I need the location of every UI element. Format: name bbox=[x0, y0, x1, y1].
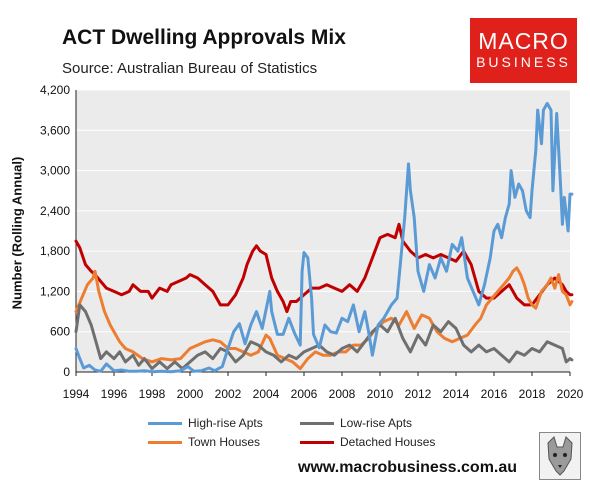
y-tick-label: 1,800 bbox=[40, 244, 70, 258]
x-tick-label: 2016 bbox=[481, 387, 508, 401]
legend-label-high-rise: High-rise Apts bbox=[188, 416, 263, 430]
x-tick-label: 2000 bbox=[177, 387, 204, 401]
x-tick-label: 2008 bbox=[329, 387, 356, 401]
x-tick-label: 2012 bbox=[405, 387, 432, 401]
chart-title: ACT Dwelling Approvals Mix bbox=[62, 26, 346, 49]
y-tick-label: 4,200 bbox=[40, 83, 70, 97]
x-tick-label: 1994 bbox=[63, 387, 90, 401]
y-tick-label: 1,200 bbox=[40, 284, 70, 298]
legend-item-town-houses: Town Houses bbox=[148, 435, 260, 449]
chart-subtitle: Source: Australian Bureau of Statistics bbox=[62, 60, 318, 77]
x-tick-label: 2006 bbox=[291, 387, 318, 401]
x-tick-label: 2010 bbox=[367, 387, 394, 401]
x-tick-label: 1996 bbox=[101, 387, 128, 401]
wolf-logo-icon bbox=[539, 432, 581, 480]
x-tick-label: 2002 bbox=[215, 387, 242, 401]
macrobusiness-logo: MACRO BUSINESS bbox=[470, 18, 577, 83]
legend-item-detached: Detached Houses bbox=[300, 435, 435, 449]
legend-item-high-rise: High-rise Apts bbox=[148, 416, 263, 430]
logo-line-2: BUSINESS bbox=[476, 54, 571, 70]
y-tick-label: 0 bbox=[63, 365, 70, 379]
x-tick-label: 2004 bbox=[253, 387, 280, 401]
legend-label-detached: Detached Houses bbox=[340, 435, 436, 449]
y-tick-label: 3,600 bbox=[40, 123, 70, 137]
plot-area bbox=[76, 90, 570, 372]
logo-line-1: MACRO bbox=[478, 28, 569, 54]
series-line-detached bbox=[74, 222, 574, 314]
y-tick-label: 600 bbox=[50, 325, 70, 339]
website-url: www.macrobusiness.com.au bbox=[298, 459, 518, 476]
y-tick-label: 2,400 bbox=[40, 204, 70, 218]
legend-swatch-high-rise bbox=[148, 422, 182, 426]
legend-swatch-low-rise bbox=[300, 422, 334, 426]
legend-swatch-detached bbox=[300, 441, 334, 445]
legend-label-town-houses: Town Houses bbox=[188, 435, 261, 449]
legend-label-low-rise: Low-rise Apts bbox=[340, 416, 413, 430]
y-tick-label: 3,000 bbox=[40, 164, 70, 178]
series-line-high-rise bbox=[74, 101, 574, 374]
x-tick-label: 2018 bbox=[519, 387, 546, 401]
legend-swatch-town-houses bbox=[148, 441, 182, 445]
legend-item-low-rise: Low-rise Apts bbox=[300, 416, 412, 430]
x-tick-label: 2014 bbox=[443, 387, 470, 401]
series-line-town-houses bbox=[74, 266, 574, 371]
x-tick-label: 1998 bbox=[139, 387, 166, 401]
x-tick-label: 2020 bbox=[557, 387, 584, 401]
